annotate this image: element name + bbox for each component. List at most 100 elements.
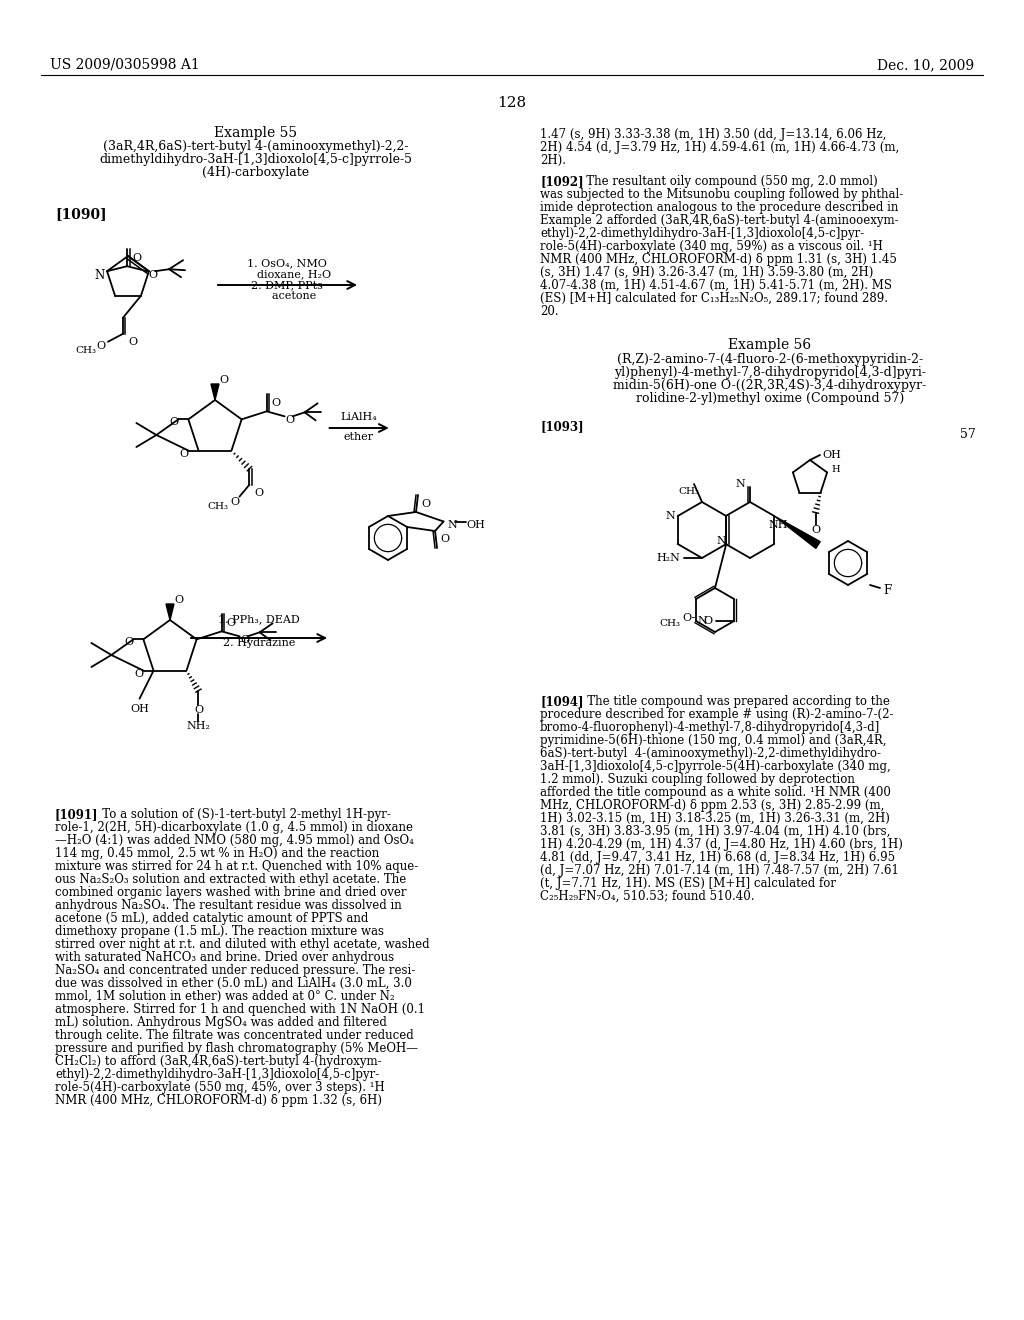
Polygon shape — [166, 605, 174, 620]
Text: O: O — [148, 271, 158, 280]
Text: [1091]: [1091] — [55, 808, 98, 821]
Text: 1H) 3.02-3.15 (m, 1H) 3.18-3.25 (m, 1H) 3.26-3.31 (m, 2H): 1H) 3.02-3.15 (m, 1H) 3.18-3.25 (m, 1H) … — [540, 812, 890, 825]
Text: O: O — [219, 375, 228, 385]
Text: dioxane, H₂O: dioxane, H₂O — [243, 269, 331, 279]
Text: mL) solution. Anhydrous MgSO₄ was added and filtered: mL) solution. Anhydrous MgSO₄ was added … — [55, 1016, 387, 1030]
Text: Dec. 10, 2009: Dec. 10, 2009 — [877, 58, 974, 73]
Text: anhydrous Na₂SO₄. The resultant residue was dissolved in: anhydrous Na₂SO₄. The resultant residue … — [55, 899, 401, 912]
Text: ous Na₂S₂O₃ solution and extracted with ethyl acetate. The: ous Na₂S₂O₃ solution and extracted with … — [55, 873, 407, 886]
Text: [1092]: [1092] — [540, 176, 584, 187]
Text: NMR (400 MHz, CHLOROFORM-d) δ ppm 1.31 (s, 3H) 1.45: NMR (400 MHz, CHLOROFORM-d) δ ppm 1.31 (… — [540, 253, 897, 267]
Text: ether: ether — [344, 432, 374, 442]
Text: O: O — [286, 416, 295, 425]
Text: O: O — [421, 499, 430, 510]
Text: CH₃: CH₃ — [659, 619, 680, 628]
Text: acetone (5 mL), added catalytic amount of PPTS and: acetone (5 mL), added catalytic amount o… — [55, 912, 369, 925]
Text: N: N — [717, 536, 726, 546]
Text: 2. DMP, PPts: 2. DMP, PPts — [251, 280, 323, 290]
Text: O: O — [254, 487, 263, 498]
Text: US 2009/0305998 A1: US 2009/0305998 A1 — [50, 58, 200, 73]
Text: ethyl)-2,2-dimethyldihydro-3aH-[1,3]dioxolo[4,5-c]pyr-: ethyl)-2,2-dimethyldihydro-3aH-[1,3]diox… — [540, 227, 864, 240]
Text: O: O — [169, 417, 178, 428]
Text: OH: OH — [130, 704, 148, 714]
Text: To a solution of (S)-1-tert-butyl 2-methyl 1H-pyr-: To a solution of (S)-1-tert-butyl 2-meth… — [91, 808, 391, 821]
Text: O: O — [194, 705, 203, 714]
Text: NMR (400 MHz, CHLOROFORM-d) δ ppm 1.32 (s, 6H): NMR (400 MHz, CHLOROFORM-d) δ ppm 1.32 (… — [55, 1094, 382, 1107]
Text: acetone: acetone — [258, 290, 316, 301]
Text: combined organic layers washed with brine and dried over: combined organic layers washed with brin… — [55, 886, 407, 899]
Text: Example 56: Example 56 — [728, 338, 812, 352]
Text: (s, 3H) 1.47 (s, 9H) 3.26-3.47 (m, 1H) 3.59-3.80 (m, 2H): (s, 3H) 1.47 (s, 9H) 3.26-3.47 (m, 1H) 3… — [540, 267, 873, 279]
Text: O: O — [811, 524, 820, 535]
Text: The resultant oily compound (550 mg, 2.0 mmol): The resultant oily compound (550 mg, 2.0… — [575, 176, 878, 187]
Text: pyrimidine-5(6H)-thione (150 mg, 0.4 mmol) and (3aR,4R,: pyrimidine-5(6H)-thione (150 mg, 0.4 mmo… — [540, 734, 887, 747]
Text: O: O — [174, 595, 183, 605]
Text: N: N — [665, 511, 675, 521]
Text: role-5(4H)-carboxylate (550 mg, 45%, over 3 steps). ¹H: role-5(4H)-carboxylate (550 mg, 45%, ove… — [55, 1081, 385, 1094]
Text: [1090]: [1090] — [55, 207, 106, 220]
Text: N: N — [698, 616, 708, 626]
Text: afforded the title compound as a white solid. ¹H NMR (400: afforded the title compound as a white s… — [540, 785, 891, 799]
Text: ethyl)-2,2-dimethyldihydro-3aH-[1,3]dioxolo[4,5-c]pyr-: ethyl)-2,2-dimethyldihydro-3aH-[1,3]diox… — [55, 1068, 379, 1081]
Text: 2H).: 2H). — [540, 154, 566, 168]
Text: —H₂O (4:1) was added NMO (580 mg, 4.95 mmol) and OsO₄: —H₂O (4:1) was added NMO (580 mg, 4.95 m… — [55, 834, 414, 847]
Text: was subjected to the Mitsunobu coupling followed by phthal-: was subjected to the Mitsunobu coupling … — [540, 187, 903, 201]
Text: (R,Z)-2-amino-7-(4-fluoro-2-(6-methoxypyridin-2-: (R,Z)-2-amino-7-(4-fluoro-2-(6-methoxypy… — [616, 352, 923, 366]
Text: (ES) [M+H] calculated for C₁₃H₂₅N₂O₅, 289.17; found 289.: (ES) [M+H] calculated for C₁₃H₂₅N₂O₅, 28… — [540, 292, 888, 305]
Text: The title compound was prepared according to the: The title compound was prepared accordin… — [575, 696, 890, 708]
Polygon shape — [774, 516, 820, 548]
Text: procedure described for example # using (R)-2-amino-7-(2-: procedure described for example # using … — [540, 708, 894, 721]
Text: H₂N: H₂N — [656, 553, 680, 564]
Text: role-1, 2(2H, 5H)-dicarboxylate (1.0 g, 4.5 mmol) in dioxane: role-1, 2(2H, 5H)-dicarboxylate (1.0 g, … — [55, 821, 413, 834]
Text: CH₃: CH₃ — [678, 487, 699, 496]
Text: O: O — [440, 535, 450, 544]
Text: NH: NH — [768, 520, 787, 531]
Text: O: O — [226, 618, 236, 628]
Text: Example 55: Example 55 — [214, 125, 298, 140]
Text: stirred over night at r.t. and diluted with ethyl acetate, washed: stirred over night at r.t. and diluted w… — [55, 939, 430, 950]
Text: O: O — [128, 337, 137, 347]
Text: dimethyldihydro-3aH-[1,3]dioxolo[4,5-c]pyrrole-5: dimethyldihydro-3aH-[1,3]dioxolo[4,5-c]p… — [99, 153, 413, 166]
Text: O-: O- — [683, 612, 696, 623]
Text: atmosphere. Stirred for 1 h and quenched with 1N NaOH (0.1: atmosphere. Stirred for 1 h and quenched… — [55, 1003, 425, 1016]
Text: 57: 57 — [961, 428, 976, 441]
Text: O: O — [230, 496, 240, 507]
Text: (3aR,4R,6aS)-tert-butyl 4-(aminooxymethyl)-2,2-: (3aR,4R,6aS)-tert-butyl 4-(aminooxymethy… — [103, 140, 409, 153]
Text: MHz, CHLOROFORM-d) δ ppm 2.53 (s, 3H) 2.85-2.99 (m,: MHz, CHLOROFORM-d) δ ppm 2.53 (s, 3H) 2.… — [540, 799, 885, 812]
Text: C₂₅H₂₉FN₇O₄, 510.53; found 510.40.: C₂₅H₂₉FN₇O₄, 510.53; found 510.40. — [540, 890, 755, 903]
Text: (t, J=7.71 Hz, 1H). MS (ES) [M+H] calculated for: (t, J=7.71 Hz, 1H). MS (ES) [M+H] calcul… — [540, 876, 836, 890]
Text: (d, J=7.07 Hz, 2H) 7.01-7.14 (m, 1H) 7.48-7.57 (m, 2H) 7.61: (d, J=7.07 Hz, 2H) 7.01-7.14 (m, 1H) 7.4… — [540, 865, 899, 876]
Text: mixture was stirred for 24 h at r.t. Quenched with 10% aque-: mixture was stirred for 24 h at r.t. Que… — [55, 861, 418, 873]
Text: O: O — [271, 399, 281, 408]
Text: O: O — [97, 341, 105, 351]
Text: 20.: 20. — [540, 305, 559, 318]
Text: mmol, 1M solution in ether) was added at 0° C. under N₂: mmol, 1M solution in ether) was added at… — [55, 990, 394, 1003]
Text: O: O — [134, 669, 143, 678]
Text: midin-5(6H)-one O-((2R,3R,4S)-3,4-dihydroxypyr-: midin-5(6H)-one O-((2R,3R,4S)-3,4-dihydr… — [613, 379, 927, 392]
Text: 114 mg, 0.45 mmol, 2.5 wt % in H₂O) and the reaction: 114 mg, 0.45 mmol, 2.5 wt % in H₂O) and … — [55, 847, 379, 861]
Text: F: F — [883, 583, 891, 597]
Text: imide deprotection analogous to the procedure described in: imide deprotection analogous to the proc… — [540, 201, 898, 214]
Text: CH₃: CH₃ — [76, 346, 96, 355]
Text: 2. Hydrazine: 2. Hydrazine — [223, 638, 295, 648]
Text: 3aH-[1,3]dioxolo[4,5-c]pyrrole-5(4H)-carboxylate (340 mg,: 3aH-[1,3]dioxolo[4,5-c]pyrrole-5(4H)-car… — [540, 760, 891, 774]
Text: N: N — [735, 479, 744, 488]
Text: pressure and purified by flash chromatography (5% MeOH—: pressure and purified by flash chromatog… — [55, 1041, 418, 1055]
Text: OH: OH — [467, 520, 485, 531]
Text: Example 2 afforded (3aR,4R,6aS)-tert-butyl 4-(aminooexym-: Example 2 afforded (3aR,4R,6aS)-tert-but… — [540, 214, 899, 227]
Text: 1.2 mmol). Suzuki coupling followed by deprotection: 1.2 mmol). Suzuki coupling followed by d… — [540, 774, 855, 785]
Text: CH₃: CH₃ — [207, 502, 228, 511]
Text: 128: 128 — [498, 96, 526, 110]
Text: 1. OsO₄, NMO: 1. OsO₄, NMO — [247, 257, 327, 268]
Text: O: O — [179, 449, 188, 458]
Text: role-5(4H)-carboxylate (340 mg, 59%) as a viscous oil. ¹H: role-5(4H)-carboxylate (340 mg, 59%) as … — [540, 240, 883, 253]
Text: H: H — [831, 465, 840, 474]
Text: O: O — [702, 616, 712, 626]
Polygon shape — [211, 384, 219, 400]
Text: 1. PPh₃, DEAD: 1. PPh₃, DEAD — [218, 614, 300, 624]
Text: through celite. The filtrate was concentrated under reduced: through celite. The filtrate was concent… — [55, 1030, 414, 1041]
Text: 1H) 4.20-4.29 (m, 1H) 4.37 (d, J=4.80 Hz, 1H) 4.60 (brs, 1H): 1H) 4.20-4.29 (m, 1H) 4.37 (d, J=4.80 Hz… — [540, 838, 903, 851]
Text: with saturated NaHCO₃ and brine. Dried over anhydrous: with saturated NaHCO₃ and brine. Dried o… — [55, 950, 394, 964]
Text: [1094]: [1094] — [540, 696, 584, 708]
Text: N: N — [95, 269, 105, 281]
